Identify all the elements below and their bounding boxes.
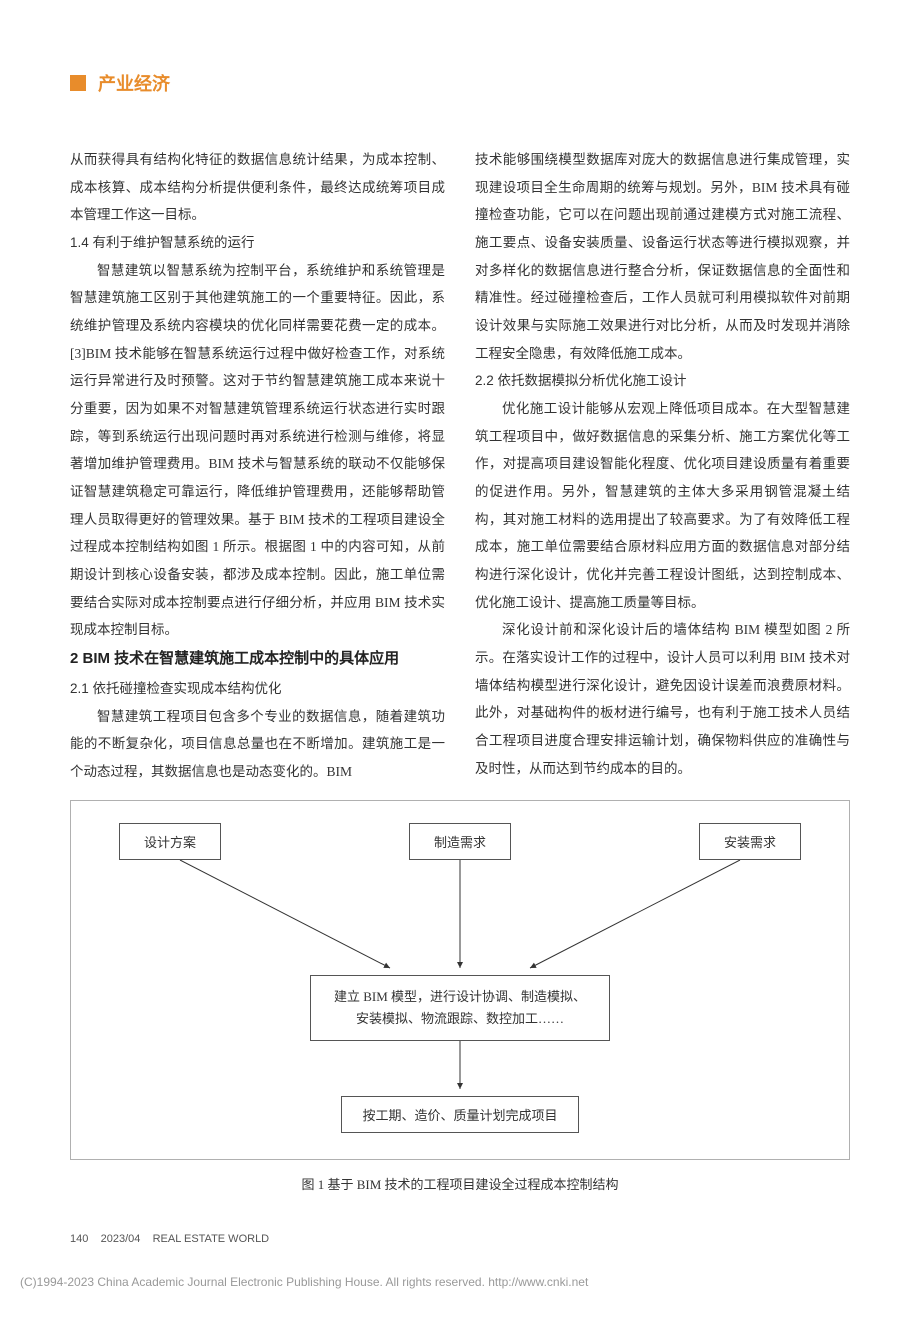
figure-1-diagram: 设计方案 制造需求 安装需求 建立 BIM 模型，进行设计协调、制造模拟、 安装… xyxy=(70,800,850,1160)
left-column: 从而获得具有结构化特征的数据信息统计结果，为成本控制、成本核算、成本结构分析提供… xyxy=(70,146,445,786)
diagram-center-line2: 安装模拟、物流跟踪、数控加工…… xyxy=(329,1008,591,1030)
body-para: 优化施工设计能够从宏观上降低项目成本。在大型智慧建筑工程项目中，做好数据信息的采… xyxy=(475,395,850,616)
diagram-top-row: 设计方案 制造需求 安装需求 xyxy=(111,823,809,860)
page-footer: 140 2023/04 REAL ESTATE WORLD xyxy=(70,1233,850,1245)
header-category: 产业经济 xyxy=(98,70,170,96)
subsection-heading-1-4: 1.4 有利于维护智慧系统的运行 xyxy=(70,229,445,257)
body-para: 技术能够围绕模型数据库对庞大的数据信息进行集成管理，实现建设项目全生命周期的统筹… xyxy=(475,146,850,367)
right-column: 技术能够围绕模型数据库对庞大的数据信息进行集成管理，实现建设项目全生命周期的统筹… xyxy=(475,146,850,786)
body-columns: 从而获得具有结构化特征的数据信息统计结果，为成本控制、成本核算、成本结构分析提供… xyxy=(70,146,850,786)
diagram-center-line1: 建立 BIM 模型，进行设计协调、制造模拟、 xyxy=(329,986,591,1008)
diagram-node-center: 建立 BIM 模型，进行设计协调、制造模拟、 安装模拟、物流跟踪、数控加工…… xyxy=(310,975,610,1041)
diagram-arrows-top xyxy=(120,860,800,975)
subsection-heading-2-1: 2.1 依托碰撞检查实现成本结构优化 xyxy=(70,675,445,703)
body-para: 从而获得具有结构化特征的数据信息统计结果，为成本控制、成本核算、成本结构分析提供… xyxy=(70,146,445,229)
diagram-node-bottom: 按工期、造价、质量计划完成项目 xyxy=(341,1096,578,1133)
section-heading-2: 2 BIM 技术在智慧建筑施工成本控制中的具体应用 xyxy=(70,644,445,675)
body-para: 智慧建筑工程项目包含多个专业的数据信息，随着建筑功能的不断复杂化，项目信息总量也… xyxy=(70,703,445,786)
diagram-arrow-bottom xyxy=(120,1041,800,1096)
diagram-node-manufacture: 制造需求 xyxy=(409,823,511,860)
copyright-notice: (C)1994-2023 China Academic Journal Elec… xyxy=(20,1275,850,1289)
page-number: 140 xyxy=(70,1233,88,1245)
issue-date: 2023/04 xyxy=(101,1233,141,1245)
body-para: 深化设计前和深化设计后的墙体结构 BIM 模型如图 2 所示。在落实设计工作的过… xyxy=(475,616,850,782)
subsection-heading-2-2: 2.2 依托数据模拟分析优化施工设计 xyxy=(475,367,850,395)
header-accent-square xyxy=(70,75,86,91)
figure-1-caption: 图 1 基于 BIM 技术的工程项目建设全过程成本控制结构 xyxy=(70,1174,850,1193)
body-para: 智慧建筑以智慧系统为控制平台，系统维护和系统管理是智慧建筑施工区别于其他建筑施工… xyxy=(70,257,445,644)
diagram-node-install: 安装需求 xyxy=(699,823,801,860)
section-header: 产业经济 xyxy=(70,70,850,96)
diagram-node-design: 设计方案 xyxy=(119,823,221,860)
journal-name: REAL ESTATE WORLD xyxy=(153,1233,270,1245)
